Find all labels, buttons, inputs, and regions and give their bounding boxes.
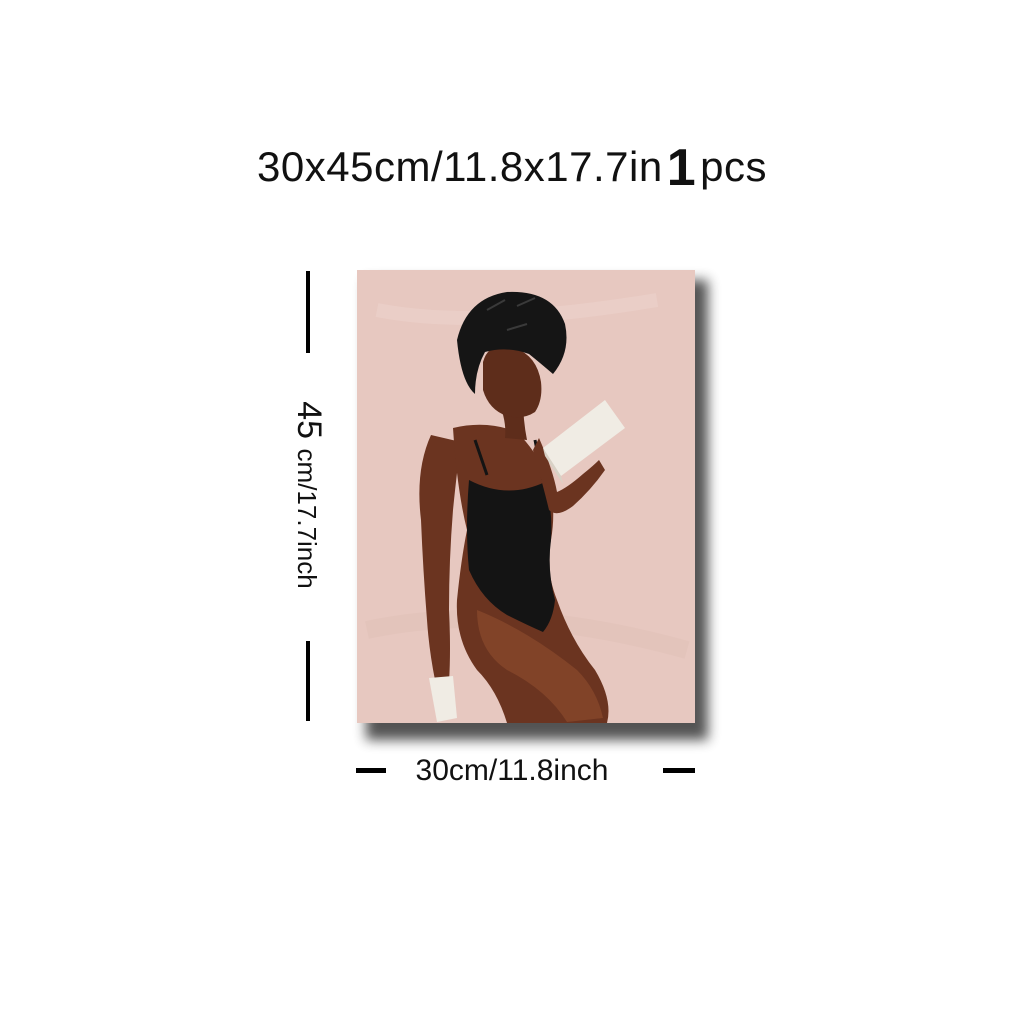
quantity-value: 1 bbox=[666, 139, 697, 197]
product-size-title: 30x45cm/11.8x17.7in1pcs bbox=[0, 138, 1024, 198]
size-label: 30x45cm/11.8x17.7in bbox=[257, 143, 663, 190]
height-unit-text: cm/17.7inch bbox=[292, 448, 322, 589]
width-dimension-line-right bbox=[663, 768, 695, 773]
woman-reading-illustration bbox=[357, 270, 695, 723]
canvas-artwork bbox=[357, 270, 695, 723]
quantity-unit: pcs bbox=[700, 143, 767, 190]
height-dimension-line-bottom bbox=[306, 641, 310, 721]
height-dimension-label: 45 cm/17.7inch bbox=[290, 401, 328, 589]
height-number: 45 bbox=[290, 401, 328, 440]
width-dimension-line-left bbox=[356, 768, 386, 773]
height-dimension-line-top bbox=[306, 271, 310, 353]
width-dimension-label: 30cm/11.8inch bbox=[415, 754, 609, 787]
